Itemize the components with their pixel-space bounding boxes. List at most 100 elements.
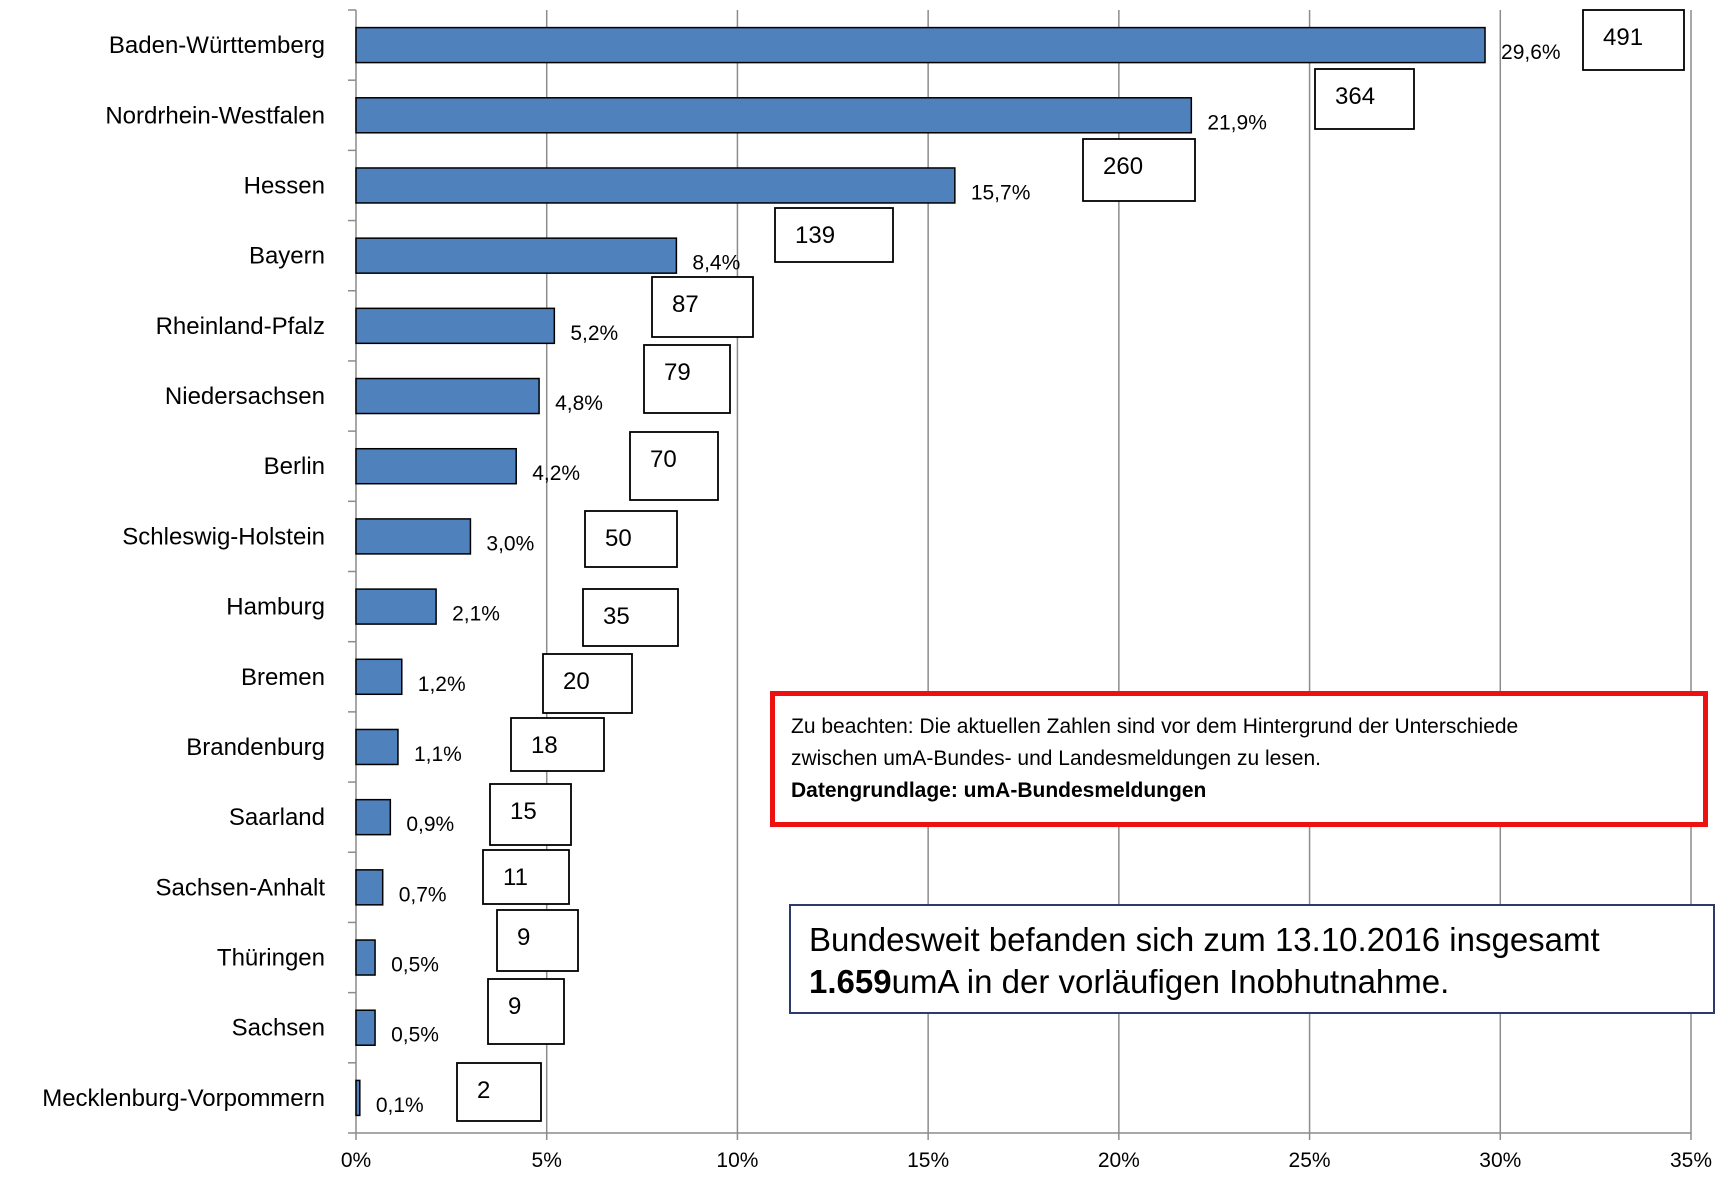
value-label: 4,2% — [532, 462, 580, 485]
count-boxes: 491 364 260 139 87 79 70 50 35 20 18 15 11 9 9 2 — [456, 9, 1685, 1122]
x-tick-label: 35% — [1670, 1149, 1712, 1172]
bar — [355, 588, 437, 625]
x-tick-label: 30% — [1479, 1149, 1521, 1172]
category-label: Hessen — [244, 172, 325, 199]
count-label: 9 — [508, 993, 521, 1020]
bar — [355, 939, 376, 976]
count-box — [542, 653, 633, 714]
count-box — [1314, 68, 1415, 130]
x-tick-label: 10% — [716, 1149, 758, 1172]
value-label: 15,7% — [971, 181, 1031, 204]
value-label: 1,1% — [414, 743, 462, 766]
value-label: 0,1% — [376, 1094, 424, 1117]
summary-total: 1.659 — [809, 963, 892, 1000]
bar — [355, 26, 1486, 64]
count-label: 364 — [1335, 83, 1375, 110]
bar — [355, 307, 556, 345]
category-label: Sachsen-Anhalt — [156, 874, 326, 901]
value-label: 29,6% — [1501, 41, 1561, 64]
count-box — [496, 909, 579, 972]
count-label: 260 — [1103, 153, 1143, 180]
bar — [355, 1009, 376, 1046]
count-label: 15 — [510, 798, 537, 825]
count-box — [489, 783, 572, 846]
count-label: 20 — [563, 668, 590, 695]
value-label: 3,0% — [486, 532, 534, 555]
count-label: 491 — [1603, 24, 1643, 51]
count-box — [584, 510, 678, 568]
count-box — [1082, 138, 1196, 202]
category-label: Bayern — [249, 243, 325, 270]
category-label: Niedersachsen — [165, 383, 325, 410]
x-tick-label: 15% — [907, 1149, 949, 1172]
bar — [355, 167, 956, 204]
value-label: 21,9% — [1207, 111, 1267, 134]
value-label: 0,5% — [391, 1024, 439, 1047]
caveat-line-1: Zu beachten: Die aktuellen Zahlen sind v… — [791, 715, 1519, 738]
count-box — [629, 431, 719, 501]
x-tick-label: 20% — [1098, 1149, 1140, 1172]
count-box — [487, 978, 565, 1045]
bar — [355, 869, 384, 906]
count-label: 79 — [664, 359, 691, 386]
category-label: Saarland — [229, 804, 325, 831]
count-label: 2 — [477, 1077, 490, 1104]
summary-rest: umA in der vorläufigen Inobhutnahme. — [891, 963, 1450, 1000]
labels: Baden-Württemberg 29,6% Nordrhein-Westfale… — [42, 32, 1560, 1117]
category-label: Berlin — [264, 453, 325, 480]
bar — [355, 518, 472, 555]
axes: 0% 5% 10% 15% 20% 25% 30% 35% — [341, 9, 1712, 1172]
count-label: 18 — [531, 732, 558, 759]
value-label: 8,4% — [692, 252, 740, 275]
bar — [355, 728, 399, 766]
x-tick-label: 5% — [532, 1149, 562, 1172]
summary-line-1: Bundesweit befanden sich zum 13.10.2016 … — [809, 921, 1600, 958]
count-box — [643, 344, 731, 414]
category-label: Schleswig-Holstein — [122, 523, 325, 550]
value-label: 0,9% — [406, 813, 454, 836]
caveat-line-2: zwischen umA-Bundes- und Landesmeldungen… — [791, 747, 1321, 770]
category-label: Bremen — [241, 664, 325, 691]
category-label: Baden-Württemberg — [109, 32, 325, 59]
bar — [355, 377, 540, 415]
count-label: 50 — [605, 525, 632, 552]
count-label: 11 — [503, 864, 528, 891]
category-label: Brandenburg — [186, 734, 325, 761]
bar — [355, 1079, 361, 1117]
value-label: 4,8% — [555, 392, 603, 415]
count-box — [510, 717, 605, 772]
category-label: Nordrhein-Westfalen — [105, 102, 325, 129]
count-label: 9 — [517, 924, 530, 951]
count-label: 139 — [795, 222, 835, 249]
category-label: Sachsen — [232, 1015, 325, 1042]
count-label: 70 — [650, 446, 677, 473]
summary-line-2: 1.659umA in der vorläufigen Inobhutnahme… — [809, 961, 1695, 1003]
count-box — [774, 207, 894, 263]
caveat-note: Zu beachten: Die aktuellen Zahlen sind v… — [770, 691, 1708, 827]
count-label: 35 — [603, 603, 630, 630]
count-box — [582, 588, 679, 647]
category-label: Rheinland-Pfalz — [156, 313, 325, 340]
caveat-source: Datengrundlage: umA-Bundesmeldungen — [791, 779, 1207, 802]
count-box — [651, 276, 754, 338]
x-tick-label: 25% — [1289, 1149, 1331, 1172]
value-label: 0,7% — [399, 883, 447, 906]
bar — [355, 97, 1193, 134]
bars — [355, 26, 1486, 1117]
count-label: 87 — [672, 291, 699, 318]
value-label: 1,2% — [418, 673, 466, 696]
bar — [355, 237, 678, 274]
value-label: 5,2% — [570, 322, 618, 345]
category-label: Mecklenburg-Vorpommern — [42, 1085, 325, 1112]
x-tick-label: 0% — [341, 1149, 371, 1172]
count-box — [456, 1062, 542, 1122]
bar — [355, 658, 403, 696]
count-box — [482, 849, 570, 905]
summary-note: Bundesweit befanden sich zum 13.10.2016 … — [789, 904, 1715, 1014]
bar — [355, 447, 517, 485]
category-label: Thüringen — [217, 945, 325, 972]
category-label: Hamburg — [226, 594, 325, 621]
bar — [355, 798, 392, 836]
count-box — [1582, 9, 1685, 71]
